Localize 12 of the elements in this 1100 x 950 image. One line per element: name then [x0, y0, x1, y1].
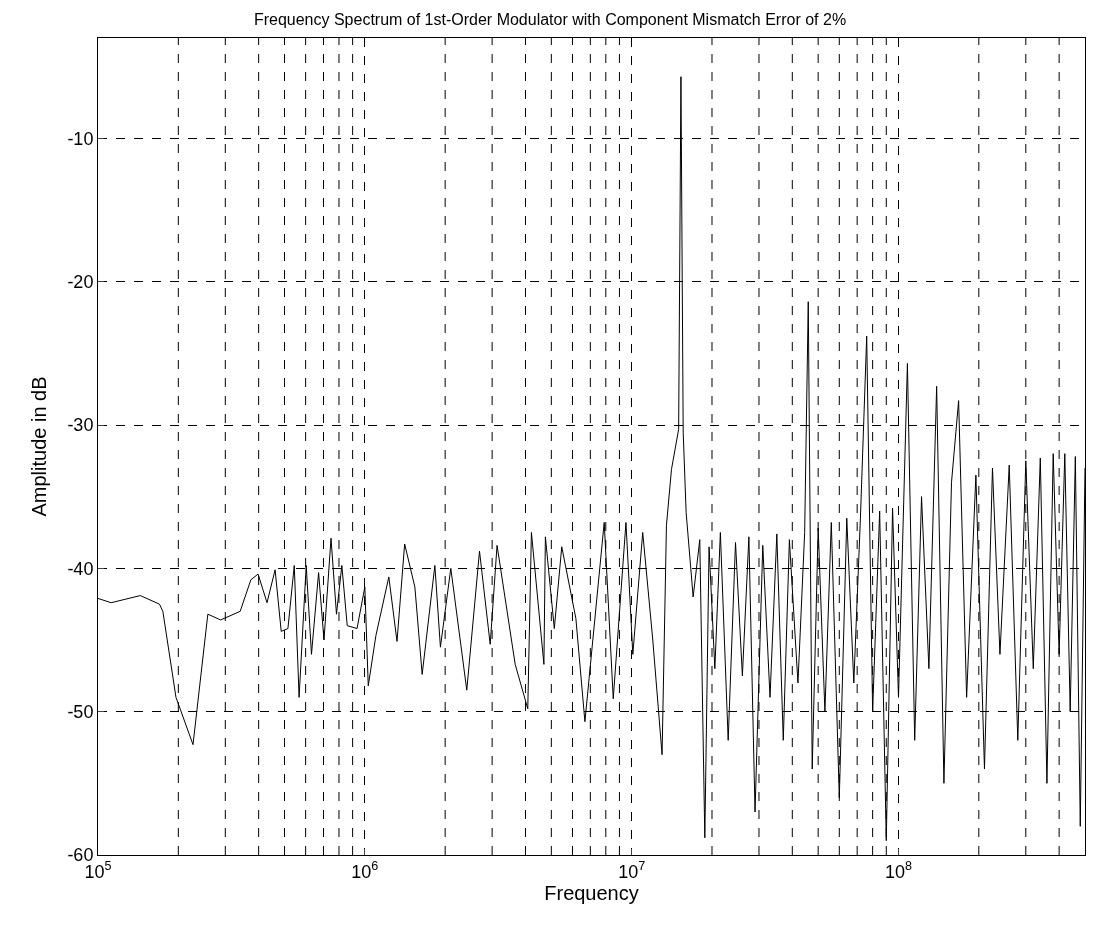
- y-tick-label: -10: [67, 128, 94, 149]
- x-axis-title: Frequency: [544, 881, 639, 904]
- chart-title: Frequency Spectrum of 1st-Order Modulator with Component Mismatch Error of 2%: [253, 11, 847, 29]
- y-axis-title: Amplitude in dB: [27, 376, 50, 517]
- y-tick-label: -50: [67, 701, 94, 722]
- x-tick-label: 10$^{6}$: [351, 859, 379, 882]
- x-tick-label: 10$^{7}$: [618, 859, 646, 882]
- y-tick-label: -40: [67, 558, 94, 579]
- y-tick-label: -20: [67, 271, 94, 292]
- y-tick-label: -30: [67, 415, 94, 436]
- x-tick-label: 10$^{8}$: [884, 859, 913, 882]
- y-tick-label: -60: [67, 845, 94, 866]
